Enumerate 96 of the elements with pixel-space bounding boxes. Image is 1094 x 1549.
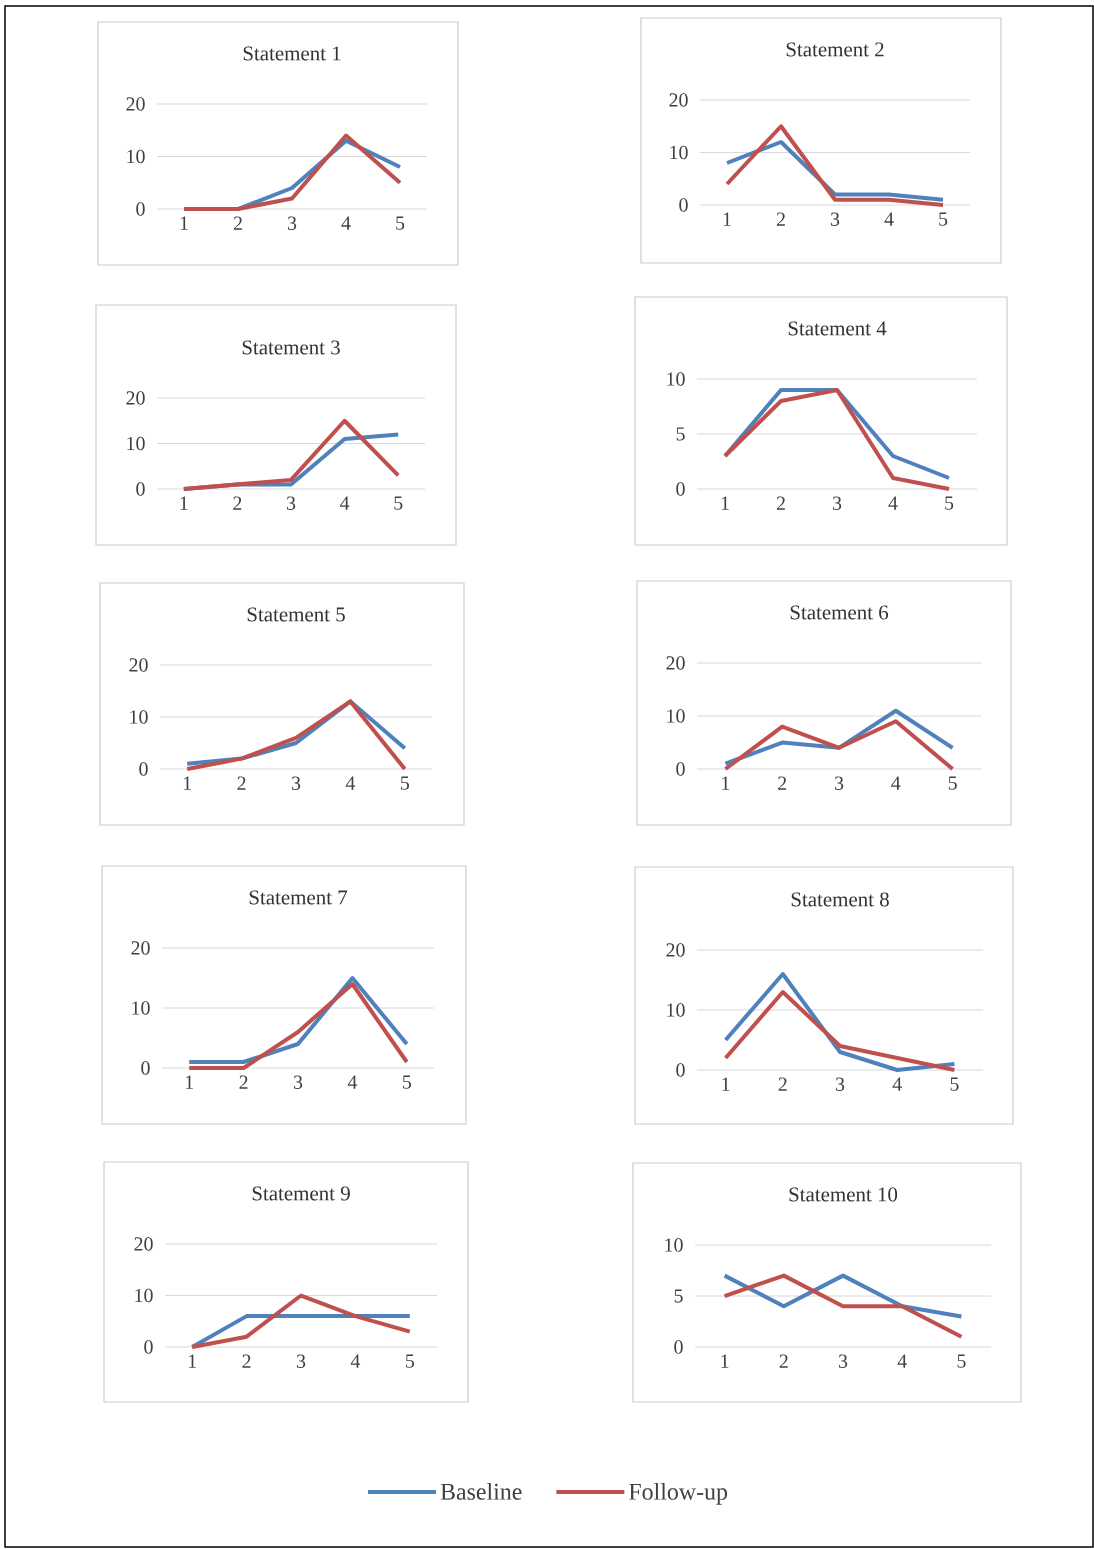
x-tick-label: 1 [185, 1075, 193, 1089]
y-tick-label: 20 [134, 1237, 153, 1251]
x-tick-label: 2 [776, 212, 785, 226]
y-tick-label: 0 [144, 1340, 153, 1354]
x-tick-label: 5 [396, 216, 405, 230]
y-tick-label: 0 [141, 1061, 150, 1075]
chart-title: Statement 3 [242, 340, 340, 355]
x-tick-label: 4 [891, 776, 901, 790]
x-tick-label: 5 [948, 776, 957, 790]
y-tick-label: 0 [676, 482, 685, 496]
y-tick-label: 0 [679, 198, 688, 212]
chart-title: Statement 4 [788, 321, 887, 336]
x-tick-label: 4 [897, 1354, 907, 1368]
y-tick-label: 10 [130, 710, 148, 724]
line-series [190, 1293, 412, 1350]
y-tick-label: 20 [129, 658, 148, 672]
y-tick-label: 10 [127, 436, 145, 451]
y-tick-label: 20 [126, 97, 145, 111]
x-tick-label: 3 [830, 212, 840, 226]
chart-title: Statement 5 [247, 607, 345, 622]
line-series [725, 124, 946, 207]
x-tick-label: 2 [242, 1354, 251, 1368]
x-tick-label: 1 [180, 216, 188, 230]
y-tick-label: 20 [666, 656, 685, 670]
line-series [723, 719, 955, 772]
x-tick-label: 2 [239, 1075, 248, 1089]
x-tick-label: 3 [832, 496, 842, 510]
chart-title: Statement 10 [789, 1187, 898, 1202]
line-series [722, 1273, 964, 1339]
x-tick-label: 2 [776, 496, 785, 510]
y-tick-label: 0 [136, 202, 145, 216]
y-tick-label: 10 [667, 1003, 685, 1017]
x-tick-label: 4 [347, 1075, 358, 1089]
x-tick-label: 1 [722, 1077, 730, 1091]
x-tick-label: 3 [286, 496, 296, 510]
x-tick-label: 3 [291, 776, 301, 790]
y-tick-label: 10 [127, 149, 145, 164]
x-tick-label: 2 [237, 776, 246, 790]
y-tick-label: 10 [670, 145, 688, 160]
x-tick-label: 3 [838, 1354, 848, 1368]
x-tick-label: 5 [945, 496, 954, 510]
x-tick-label: 5 [394, 496, 403, 510]
x-tick-label: 3 [293, 1075, 303, 1089]
y-tick-label: 20 [666, 943, 685, 957]
x-tick-label: 5 [939, 212, 948, 226]
y-tick-label: 0 [676, 762, 685, 776]
y-tick-label: 10 [667, 709, 685, 723]
x-tick-label: 5 [405, 1354, 415, 1368]
x-tick-label: 4 [340, 496, 350, 510]
x-tick-label: 1 [723, 212, 731, 226]
chart-title: Statement 6 [790, 605, 889, 620]
chart-title: Statement 1 [243, 46, 341, 61]
x-tick-label: 1 [721, 1354, 729, 1368]
y-tick-label: 20 [131, 941, 150, 955]
x-tick-label: 2 [778, 1077, 787, 1091]
y-tick-label: 20 [126, 391, 145, 405]
x-tick-label: 2 [778, 776, 787, 790]
y-tick-label: 0 [139, 762, 148, 776]
x-tick-label: 4 [341, 216, 351, 230]
y-tick-label: 20 [669, 93, 688, 107]
legend-label: Follow-up [629, 1482, 728, 1505]
x-tick-label: 3 [834, 776, 844, 790]
x-tick-label: 5 [957, 1354, 966, 1368]
x-tick-label: 3 [287, 216, 297, 230]
y-tick-label: 10 [667, 372, 685, 386]
x-tick-label: 1 [721, 496, 729, 510]
x-tick-label: 5 [400, 776, 410, 790]
x-tick-label: 5 [402, 1075, 412, 1089]
x-tick-label: 1 [180, 496, 188, 510]
chart-title: Statement 2 [786, 42, 884, 57]
y-tick-label: 0 [674, 1340, 683, 1354]
x-tick-label: 3 [835, 1077, 845, 1091]
x-tick-label: 4 [350, 1354, 361, 1368]
x-tick-label: 2 [779, 1354, 788, 1368]
x-tick-label: 2 [233, 216, 242, 230]
y-tick-label: 10 [665, 1238, 683, 1252]
x-tick-label: 1 [183, 776, 191, 790]
y-tick-label: 10 [135, 1288, 153, 1303]
x-tick-label: 4 [888, 496, 898, 510]
y-tick-label: 5 [676, 427, 685, 441]
chart-title: Statement 7 [249, 890, 348, 905]
y-tick-label: 0 [136, 482, 145, 496]
x-tick-label: 2 [233, 496, 242, 510]
x-tick-label: 3 [296, 1354, 306, 1368]
x-tick-label: 5 [950, 1077, 959, 1091]
y-tick-label: 10 [132, 1001, 150, 1015]
y-tick-label: 5 [674, 1289, 683, 1303]
chart-title: Statement 8 [791, 892, 889, 907]
x-tick-label: 4 [345, 776, 356, 790]
legend-label: Baseline [440, 1482, 522, 1500]
x-tick-label: 4 [892, 1077, 902, 1091]
y-tick-label: 0 [676, 1063, 685, 1077]
x-tick-label: 1 [722, 776, 730, 790]
x-tick-label: 1 [188, 1354, 196, 1368]
chart-title: Statement 9 [252, 1186, 350, 1201]
x-tick-label: 4 [884, 212, 894, 226]
